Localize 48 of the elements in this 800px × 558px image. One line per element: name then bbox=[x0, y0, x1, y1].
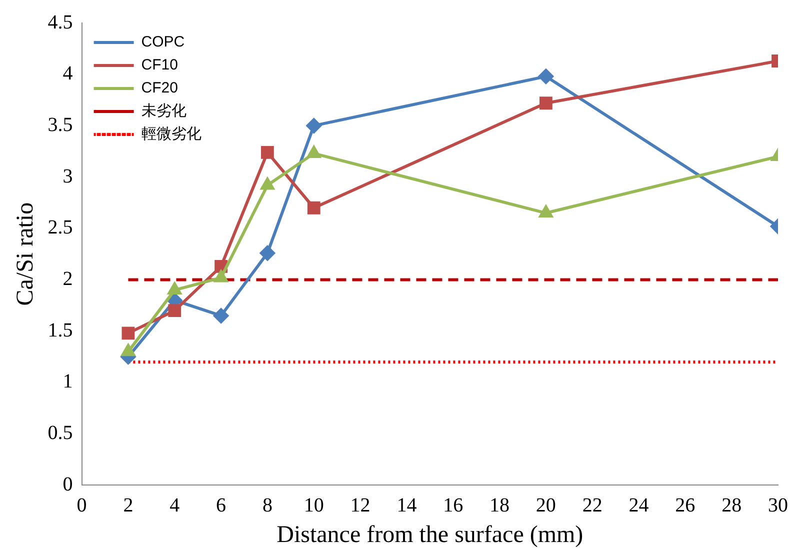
x-tick-label: 2 bbox=[123, 494, 134, 516]
x-axis-title: Distance from the surface (mm) bbox=[276, 522, 584, 548]
legend-label: CF10 bbox=[141, 56, 178, 74]
point bbox=[307, 201, 320, 214]
y-tick-label: 1 bbox=[62, 370, 73, 393]
x-tick-label: 30 bbox=[768, 494, 788, 516]
legend-label: 未劣化 bbox=[141, 102, 186, 120]
point bbox=[214, 270, 228, 282]
point bbox=[168, 282, 182, 295]
x-tick-label: 22 bbox=[582, 494, 602, 516]
x-tick-label: 6 bbox=[216, 494, 226, 516]
point bbox=[260, 246, 275, 261]
y-tick-label: 2 bbox=[62, 268, 73, 290]
x-tick-label: 10 bbox=[304, 494, 324, 516]
x-tick-label: 16 bbox=[443, 494, 464, 516]
x-tick-label: 4 bbox=[170, 494, 180, 516]
legend-label: 輕微劣化 bbox=[141, 126, 202, 143]
point bbox=[122, 326, 135, 340]
y-tick-label: 4.5 bbox=[48, 11, 73, 34]
point bbox=[260, 178, 274, 190]
point bbox=[307, 146, 321, 158]
legend-label: CF20 bbox=[141, 80, 178, 97]
x-tick-label: 0 bbox=[76, 494, 87, 516]
y-tick-label: 3.5 bbox=[48, 114, 73, 136]
legend-label: COPC bbox=[141, 34, 185, 51]
y-tick-label: 0.5 bbox=[48, 422, 73, 444]
y-tick-label: 1.5 bbox=[48, 319, 73, 342]
point bbox=[214, 308, 229, 324]
x-tick-label: 8 bbox=[262, 494, 272, 516]
y-tick-label: 4 bbox=[62, 62, 73, 85]
point bbox=[538, 68, 554, 84]
x-tick-label: 20 bbox=[536, 494, 556, 516]
y-axis-title: Ca/Si ratio bbox=[12, 202, 39, 306]
point bbox=[306, 118, 322, 134]
point bbox=[539, 206, 553, 218]
x-tick-label: 24 bbox=[628, 494, 649, 516]
y-tick-label: 2.5 bbox=[48, 216, 73, 239]
point bbox=[261, 146, 274, 159]
y-tick-label: 3 bbox=[62, 165, 73, 188]
x-tick-label: 12 bbox=[350, 494, 370, 516]
point bbox=[539, 96, 552, 110]
x-tick-label: 26 bbox=[675, 494, 696, 516]
point bbox=[122, 344, 135, 356]
x-tick-label: 18 bbox=[490, 494, 510, 516]
point bbox=[168, 304, 182, 318]
y-tick-label: 0 bbox=[62, 473, 73, 496]
x-tick-label: 28 bbox=[722, 494, 742, 516]
x-tick-label: 14 bbox=[396, 494, 417, 516]
